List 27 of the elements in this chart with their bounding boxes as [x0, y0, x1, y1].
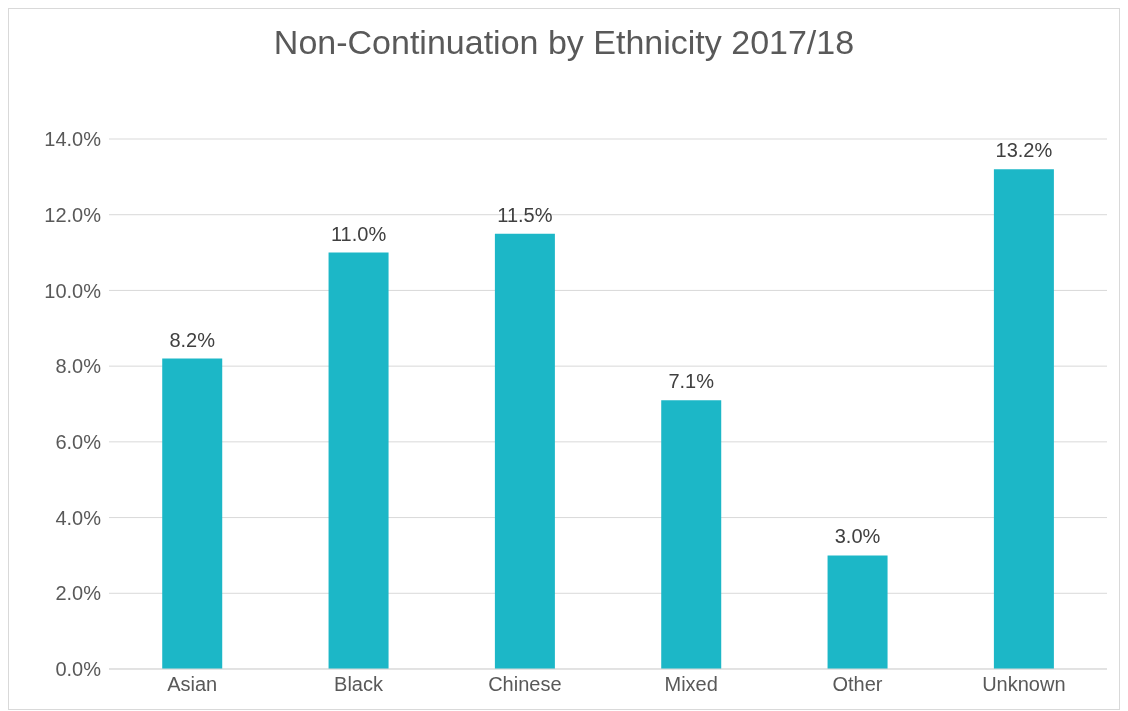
x-tick-label: Unknown — [982, 673, 1066, 696]
x-tick-label: Asian — [167, 673, 218, 696]
bar — [993, 169, 1054, 669]
data-label: 3.0% — [834, 525, 881, 548]
y-tick-label: 4.0% — [55, 506, 102, 529]
data-label: 8.2% — [169, 328, 216, 351]
y-tick-label: 6.0% — [55, 430, 102, 453]
y-tick-label: 10.0% — [44, 279, 102, 302]
y-tick-label: 0.0% — [55, 658, 102, 681]
bar — [328, 252, 389, 669]
bar — [162, 358, 223, 669]
x-tick-label: Black — [334, 673, 384, 696]
chart-title: Non-Continuation by Ethnicity 2017/18 — [272, 22, 856, 63]
data-label: 11.5% — [497, 203, 553, 226]
y-tick-label: 14.0% — [44, 128, 102, 151]
bar — [827, 555, 888, 669]
y-tick-label: 12.0% — [44, 203, 102, 226]
data-label: 11.0% — [330, 222, 387, 245]
x-tick-label: Other — [832, 673, 883, 696]
bar — [661, 400, 722, 669]
data-label: 7.1% — [668, 370, 715, 393]
x-tick-label: Mixed — [664, 673, 718, 696]
y-tick-label: 2.0% — [55, 582, 102, 605]
x-tick-label: Chinese — [488, 673, 562, 696]
data-label: 13.2% — [995, 139, 1053, 162]
bar — [494, 233, 555, 669]
y-tick-label: 8.0% — [55, 355, 102, 378]
